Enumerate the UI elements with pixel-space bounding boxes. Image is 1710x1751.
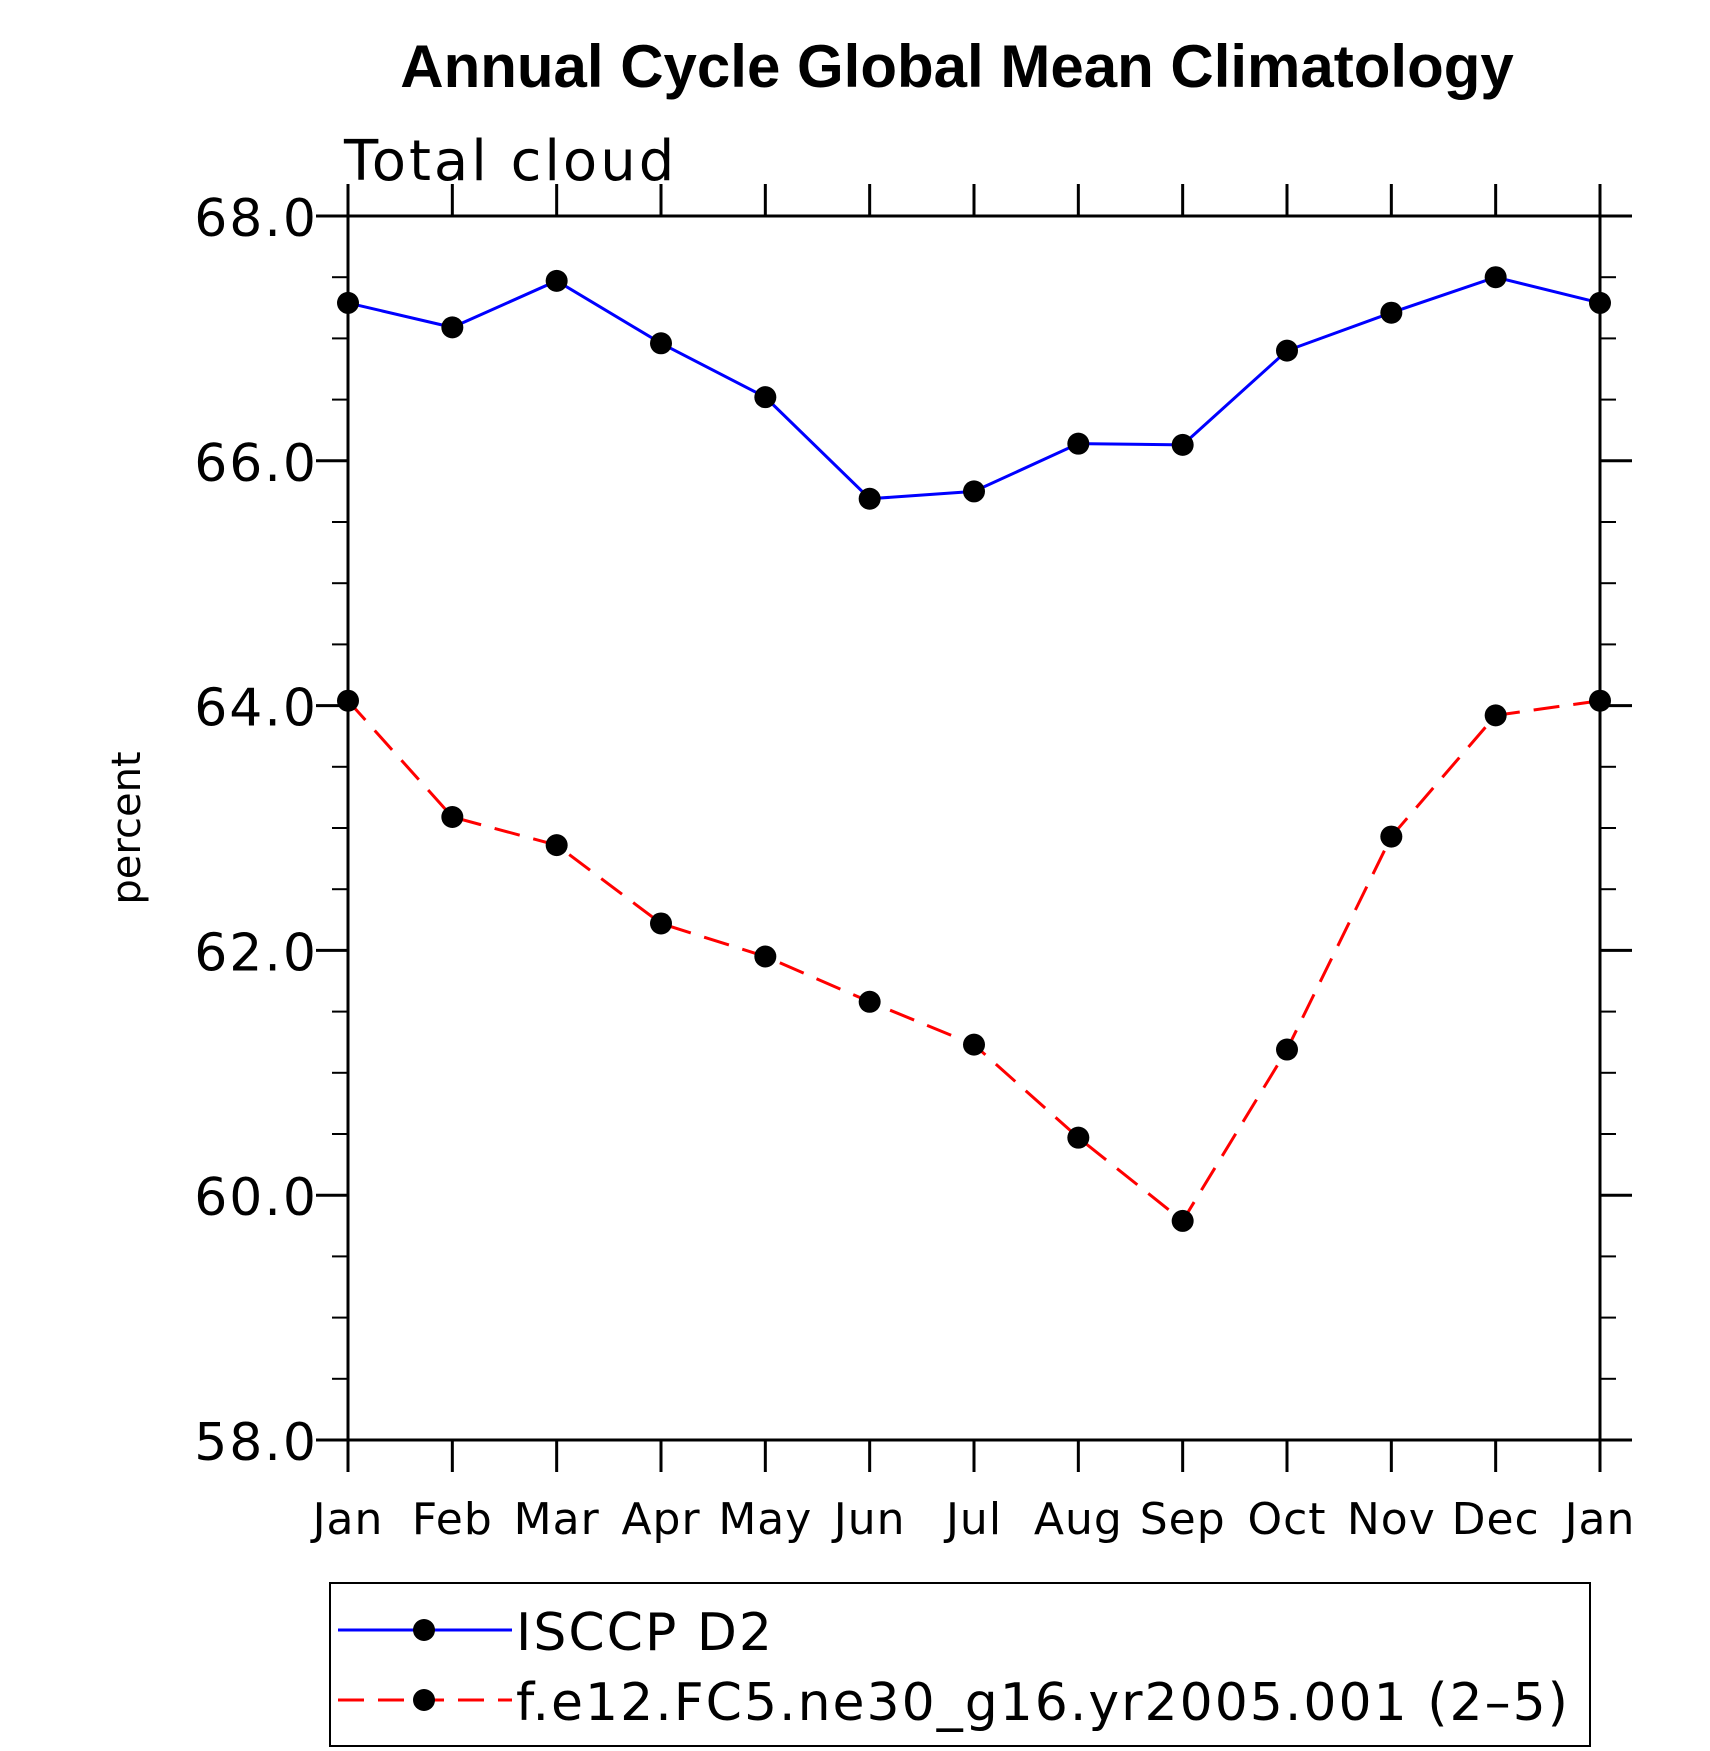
data-point <box>1276 1038 1298 1061</box>
data-point <box>1067 1126 1090 1149</box>
legend-swatch-marker <box>413 1689 435 1711</box>
legend-item: ISCCP D2 <box>338 1603 774 1663</box>
series-1 <box>337 689 1611 1232</box>
y-axis-label: percent <box>104 751 150 904</box>
y-tick-label: 60.0 <box>194 1168 318 1228</box>
x-tick-label: Jan <box>1562 1494 1636 1545</box>
legend-label: ISCCP D2 <box>516 1603 774 1663</box>
data-point <box>1589 291 1611 314</box>
data-point <box>1380 825 1403 848</box>
chart-title: Annual Cycle Global Mean Climatology <box>400 33 1514 100</box>
data-point <box>337 291 359 314</box>
data-point <box>858 990 881 1013</box>
y-tick-label: 64.0 <box>194 679 318 739</box>
data-point <box>963 480 985 503</box>
x-tick-label: Mar <box>514 1494 600 1545</box>
data-point <box>1171 433 1194 456</box>
data-point <box>545 834 568 857</box>
data-point <box>858 487 881 510</box>
x-tick-label: May <box>718 1494 812 1545</box>
data-point <box>1171 1209 1194 1232</box>
chart-subtitle: Total cloud <box>343 129 677 194</box>
y-tick-label: 68.0 <box>194 189 318 249</box>
data-point <box>1276 339 1298 362</box>
x-tick-label: Feb <box>412 1494 493 1545</box>
legend-item: f.e12.FC5.ne30_g16.yr2005.001 (2–5) <box>338 1673 1570 1733</box>
data-point <box>963 1033 985 1056</box>
x-tick-label: Jun <box>831 1494 906 1545</box>
legend-box <box>329 1582 1591 1747</box>
x-tick-label: Apr <box>621 1494 700 1545</box>
data-point <box>441 805 464 828</box>
data-point <box>1484 266 1507 289</box>
y-tick-label: 58.0 <box>194 1413 318 1473</box>
axes-layer: 68.0 66.0 64.0 62.0 60.0 58.0 Jan Feb Mar Apr May J… <box>194 184 1636 1545</box>
data-point <box>1380 301 1403 324</box>
legend-swatch-marker <box>413 1619 435 1641</box>
series-line <box>346 699 1601 1224</box>
series-0 <box>337 266 1611 510</box>
x-tick-label: Aug <box>1034 1494 1123 1545</box>
series-layer <box>337 266 1611 1232</box>
x-tick-label: Jan <box>310 1494 384 1545</box>
data-point <box>754 945 777 968</box>
data-point <box>1589 689 1611 712</box>
x-tick-label: Nov <box>1347 1494 1436 1545</box>
y-tick-label: 66.0 <box>194 434 318 494</box>
data-point <box>754 386 777 409</box>
x-tick-label: Sep <box>1140 1494 1226 1545</box>
plot-frame <box>346 214 1602 1442</box>
data-point <box>650 332 672 355</box>
y-tick-label: 62.0 <box>194 923 318 983</box>
x-tick-label: Dec <box>1452 1494 1540 1545</box>
data-point <box>337 689 359 712</box>
series-line <box>347 275 1601 501</box>
data-point <box>545 269 568 292</box>
data-point <box>650 912 672 935</box>
x-tick-label: Jul <box>943 1494 1002 1545</box>
x-tick-label: Oct <box>1247 1494 1326 1545</box>
data-point <box>441 316 464 339</box>
data-point <box>1067 432 1090 455</box>
legend-label: f.e12.FC5.ne30_g16.yr2005.001 (2–5) <box>516 1673 1570 1733</box>
legend: ISCCP D2 f.e12.FC5.ne30_g16.yr2005.001 (2… <box>329 1582 1591 1747</box>
data-point <box>1484 704 1507 727</box>
